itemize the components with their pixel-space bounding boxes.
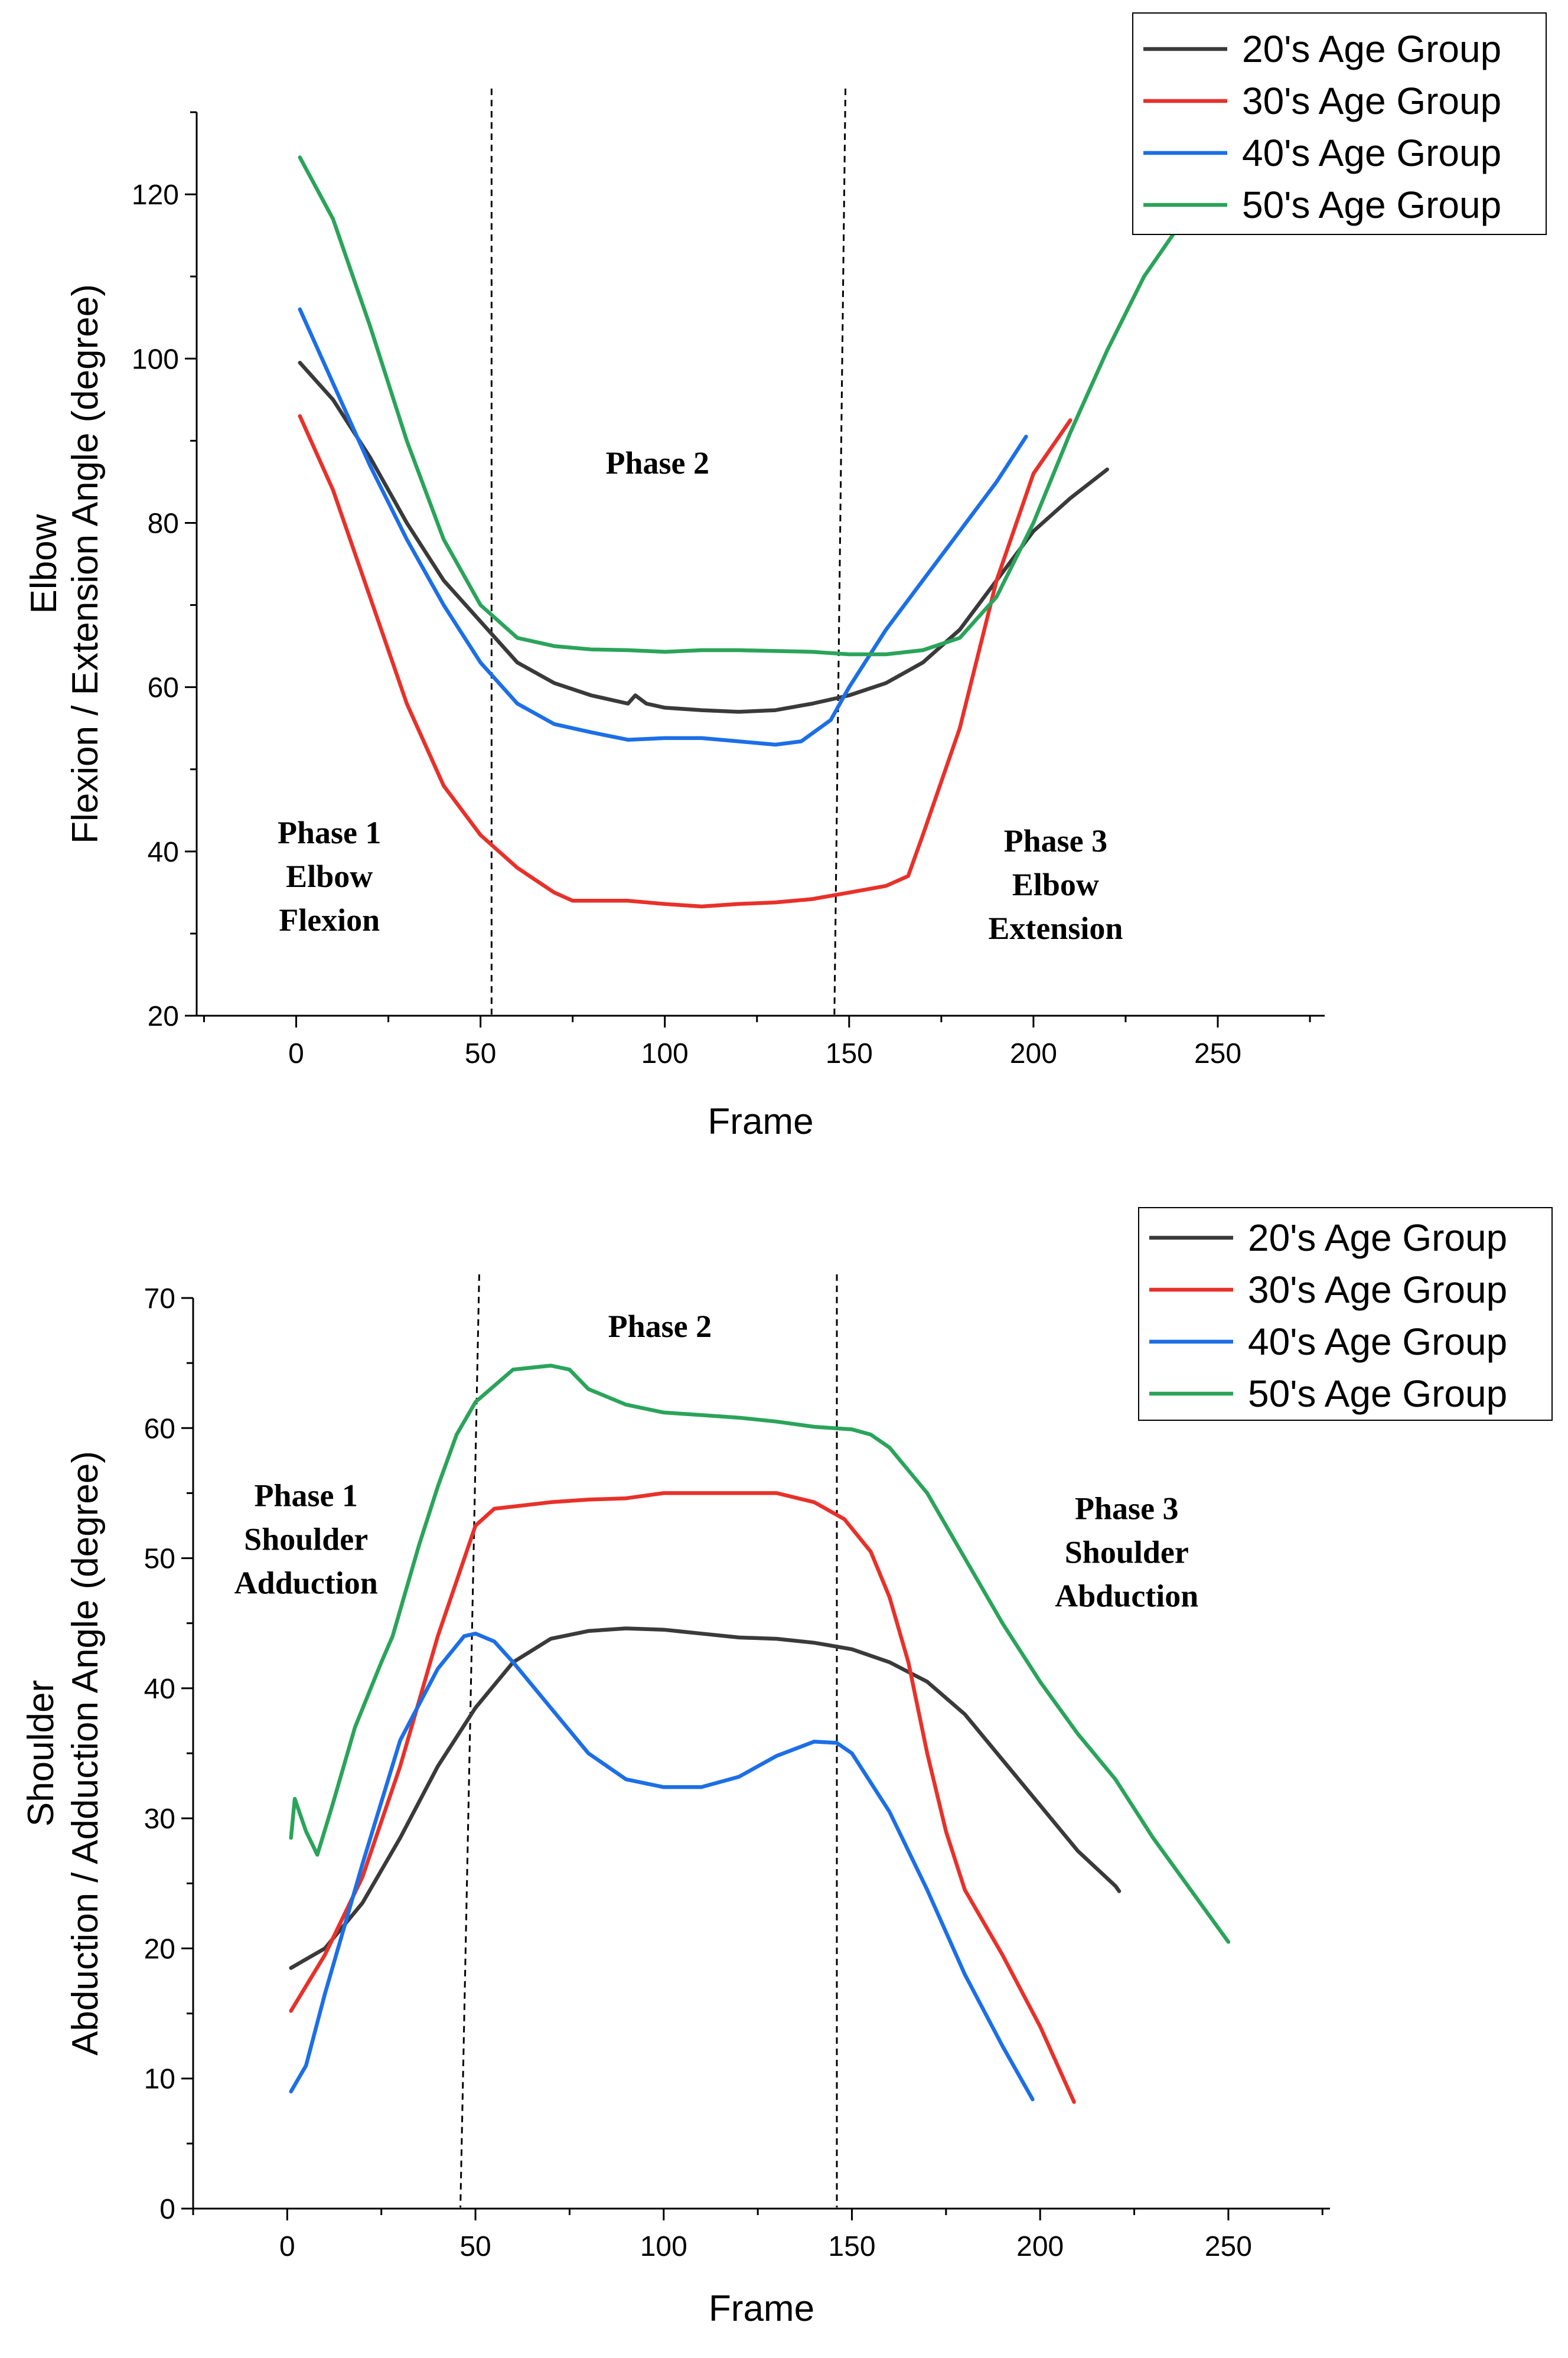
phase-annotation: Elbow [286, 859, 373, 894]
phase-annotation: Phase 1 [254, 1478, 358, 1513]
y-tick-label: 80 [148, 508, 179, 539]
phase-divider-line [459, 1274, 480, 2208]
phase-annotation: Shoulder [244, 1521, 368, 1557]
x-tick-label: 250 [1194, 1038, 1241, 1069]
series-line-30s [289, 1491, 1076, 2104]
x-tick-label: 200 [1010, 1038, 1057, 1069]
series-line-20s [298, 360, 1109, 714]
y-tick-label: 60 [144, 1413, 175, 1444]
y-tick-label: 60 [148, 673, 179, 704]
y-tick-label: 20 [144, 1933, 175, 1965]
legend-label: 30's Age Group [1248, 1268, 1507, 1311]
phase-annotation: Abduction [1055, 1578, 1198, 1613]
phase-annotation: Adduction [234, 1565, 378, 1600]
y-tick-label: 0 [159, 2194, 175, 2225]
y-tick-label: 50 [144, 1544, 175, 1575]
x-tick-label: 50 [459, 2231, 491, 2262]
x-tick-label: 150 [828, 2231, 875, 2262]
chart-2: 0 10 20 30 40 50 60 70 0 50 100 150 200 250 Frame Shoul… [21, 1207, 1553, 2329]
phase-annotation: Phase 3 [1004, 823, 1108, 859]
x-tick-label: 50 [465, 1038, 496, 1069]
phase-annotation: Extension [988, 911, 1123, 946]
y-tick-label: 40 [148, 837, 179, 868]
y-tick-label: 20 [148, 1001, 179, 1032]
series-line-50s [289, 1364, 1231, 1944]
phase-annotation: Phase 1 [278, 815, 382, 850]
x-tick-label: 0 [288, 1038, 304, 1069]
x-tick-label: 100 [640, 2231, 687, 2262]
legend-label: 50's Age Group [1248, 1372, 1507, 1415]
legend-box [1138, 1207, 1553, 1421]
series-line-40s [298, 307, 1028, 747]
legend-label: 30's Age Group [1242, 80, 1501, 122]
legend-label: 20's Age Group [1248, 1216, 1507, 1259]
x-tick-label: 100 [641, 1038, 689, 1069]
phase-annotation: Phase 2 [605, 445, 709, 481]
x-tick-label: 0 [279, 2231, 295, 2262]
y-tick-label: 40 [144, 1674, 175, 1705]
y-tick-label: 70 [144, 1283, 175, 1315]
legend: 20's Age Group 30's Age Group 40's Age Gro… [1132, 12, 1547, 235]
phase-annotation: Elbow [1012, 867, 1099, 902]
phase-annotation: Flexion [279, 902, 380, 938]
y-tick-label: 30 [144, 1803, 175, 1835]
phase-annotation: Shoulder [1065, 1534, 1189, 1570]
phase-annotation: Phase 2 [608, 1309, 712, 1344]
y-tick-label: 100 [132, 344, 179, 375]
legend-label: 40's Age Group [1248, 1320, 1507, 1363]
legend: 20's Age Group 30's Age Group 40's Age Gro… [1138, 1207, 1553, 1421]
series-line-50s [298, 155, 1238, 657]
y-tick-label: 120 [132, 180, 179, 211]
legend-label: 50's Age Group [1242, 184, 1501, 226]
series-line-30s [298, 414, 1073, 909]
y-axis-title-line-1: Shoulder [21, 1680, 61, 1827]
legend-label: 20's Age Group [1242, 28, 1501, 70]
x-tick-label: 200 [1016, 2231, 1064, 2262]
y-tick-label: 10 [144, 2064, 175, 2095]
series-line-40s [289, 1632, 1035, 2102]
legend-label: 40's Age Group [1242, 132, 1501, 174]
x-axis-title: Frame [709, 2288, 814, 2329]
x-tick-label: 250 [1205, 2231, 1252, 2262]
y-axis-title-line-2: Flexion / Extension Angle (degree) [65, 284, 106, 844]
x-tick-label: 150 [826, 1038, 873, 1069]
series-line-20s [289, 1626, 1122, 1970]
y-axis-title-line-2: Abduction / Adduction Angle (degree) [65, 1451, 106, 2056]
phase-annotation: Phase 3 [1075, 1491, 1179, 1526]
phase-divider-line [833, 88, 847, 1015]
x-axis-title: Frame [708, 1101, 813, 1142]
y-axis-title-line-1: Elbow [24, 514, 64, 614]
